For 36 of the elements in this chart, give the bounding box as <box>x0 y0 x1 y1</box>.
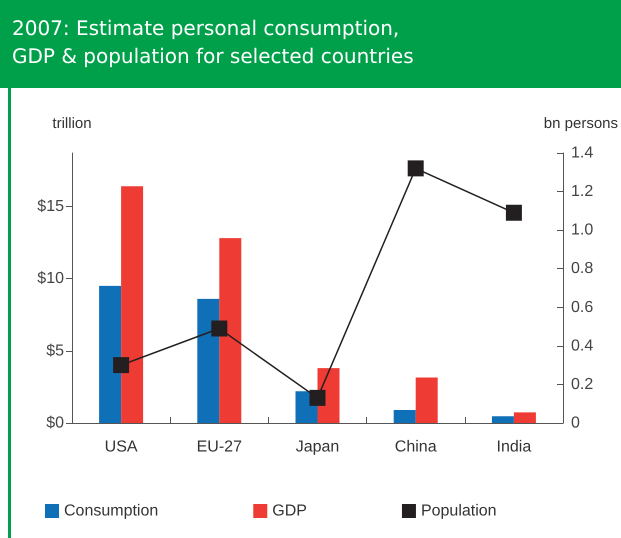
point <box>506 204 522 221</box>
x-tick-label: Japan <box>296 438 340 456</box>
legend-label: Consumption <box>64 502 158 520</box>
bar <box>197 298 220 423</box>
bar <box>394 410 416 423</box>
x-tick-label: India <box>496 438 532 456</box>
y2-tick-label: 0.2 <box>571 376 594 393</box>
point <box>113 357 130 374</box>
chart-title: 2007: Estimate personal consumption, GDP & population for selected countries <box>0 0 621 88</box>
y-tick-label: $0 <box>46 414 64 432</box>
point <box>408 160 424 176</box>
y-tick-label: $15 <box>37 198 64 215</box>
y2-tick-label: 0.6 <box>571 298 594 316</box>
y2-tick-label: 1.2 <box>571 183 594 200</box>
x-tick-label: China <box>394 438 437 456</box>
point <box>310 390 326 406</box>
bar <box>99 286 122 423</box>
y2-tick-label: 0 <box>571 414 580 432</box>
y-axis-title: trillion <box>52 115 92 132</box>
y2-tick-label: 0.8 <box>571 260 594 278</box>
legend-label: Population <box>420 502 497 520</box>
bar <box>219 238 242 423</box>
bar <box>121 186 144 423</box>
bar <box>492 416 514 423</box>
bar <box>416 378 438 423</box>
y2-tick-label: 0.4 <box>571 337 594 354</box>
y2-tick-label: 1.4 <box>571 144 594 162</box>
x-tick-label: USA <box>104 438 138 456</box>
y2-axis-title: bn persons <box>544 115 618 132</box>
y-tick-label: $5 <box>46 342 64 360</box>
legend-label: GDP <box>272 502 307 520</box>
y2-tick-label: 1.0 <box>571 222 594 239</box>
x-tick-label: EU-27 <box>196 438 242 456</box>
bar <box>514 412 536 423</box>
y-tick-label: $10 <box>37 270 64 288</box>
point <box>211 320 228 336</box>
